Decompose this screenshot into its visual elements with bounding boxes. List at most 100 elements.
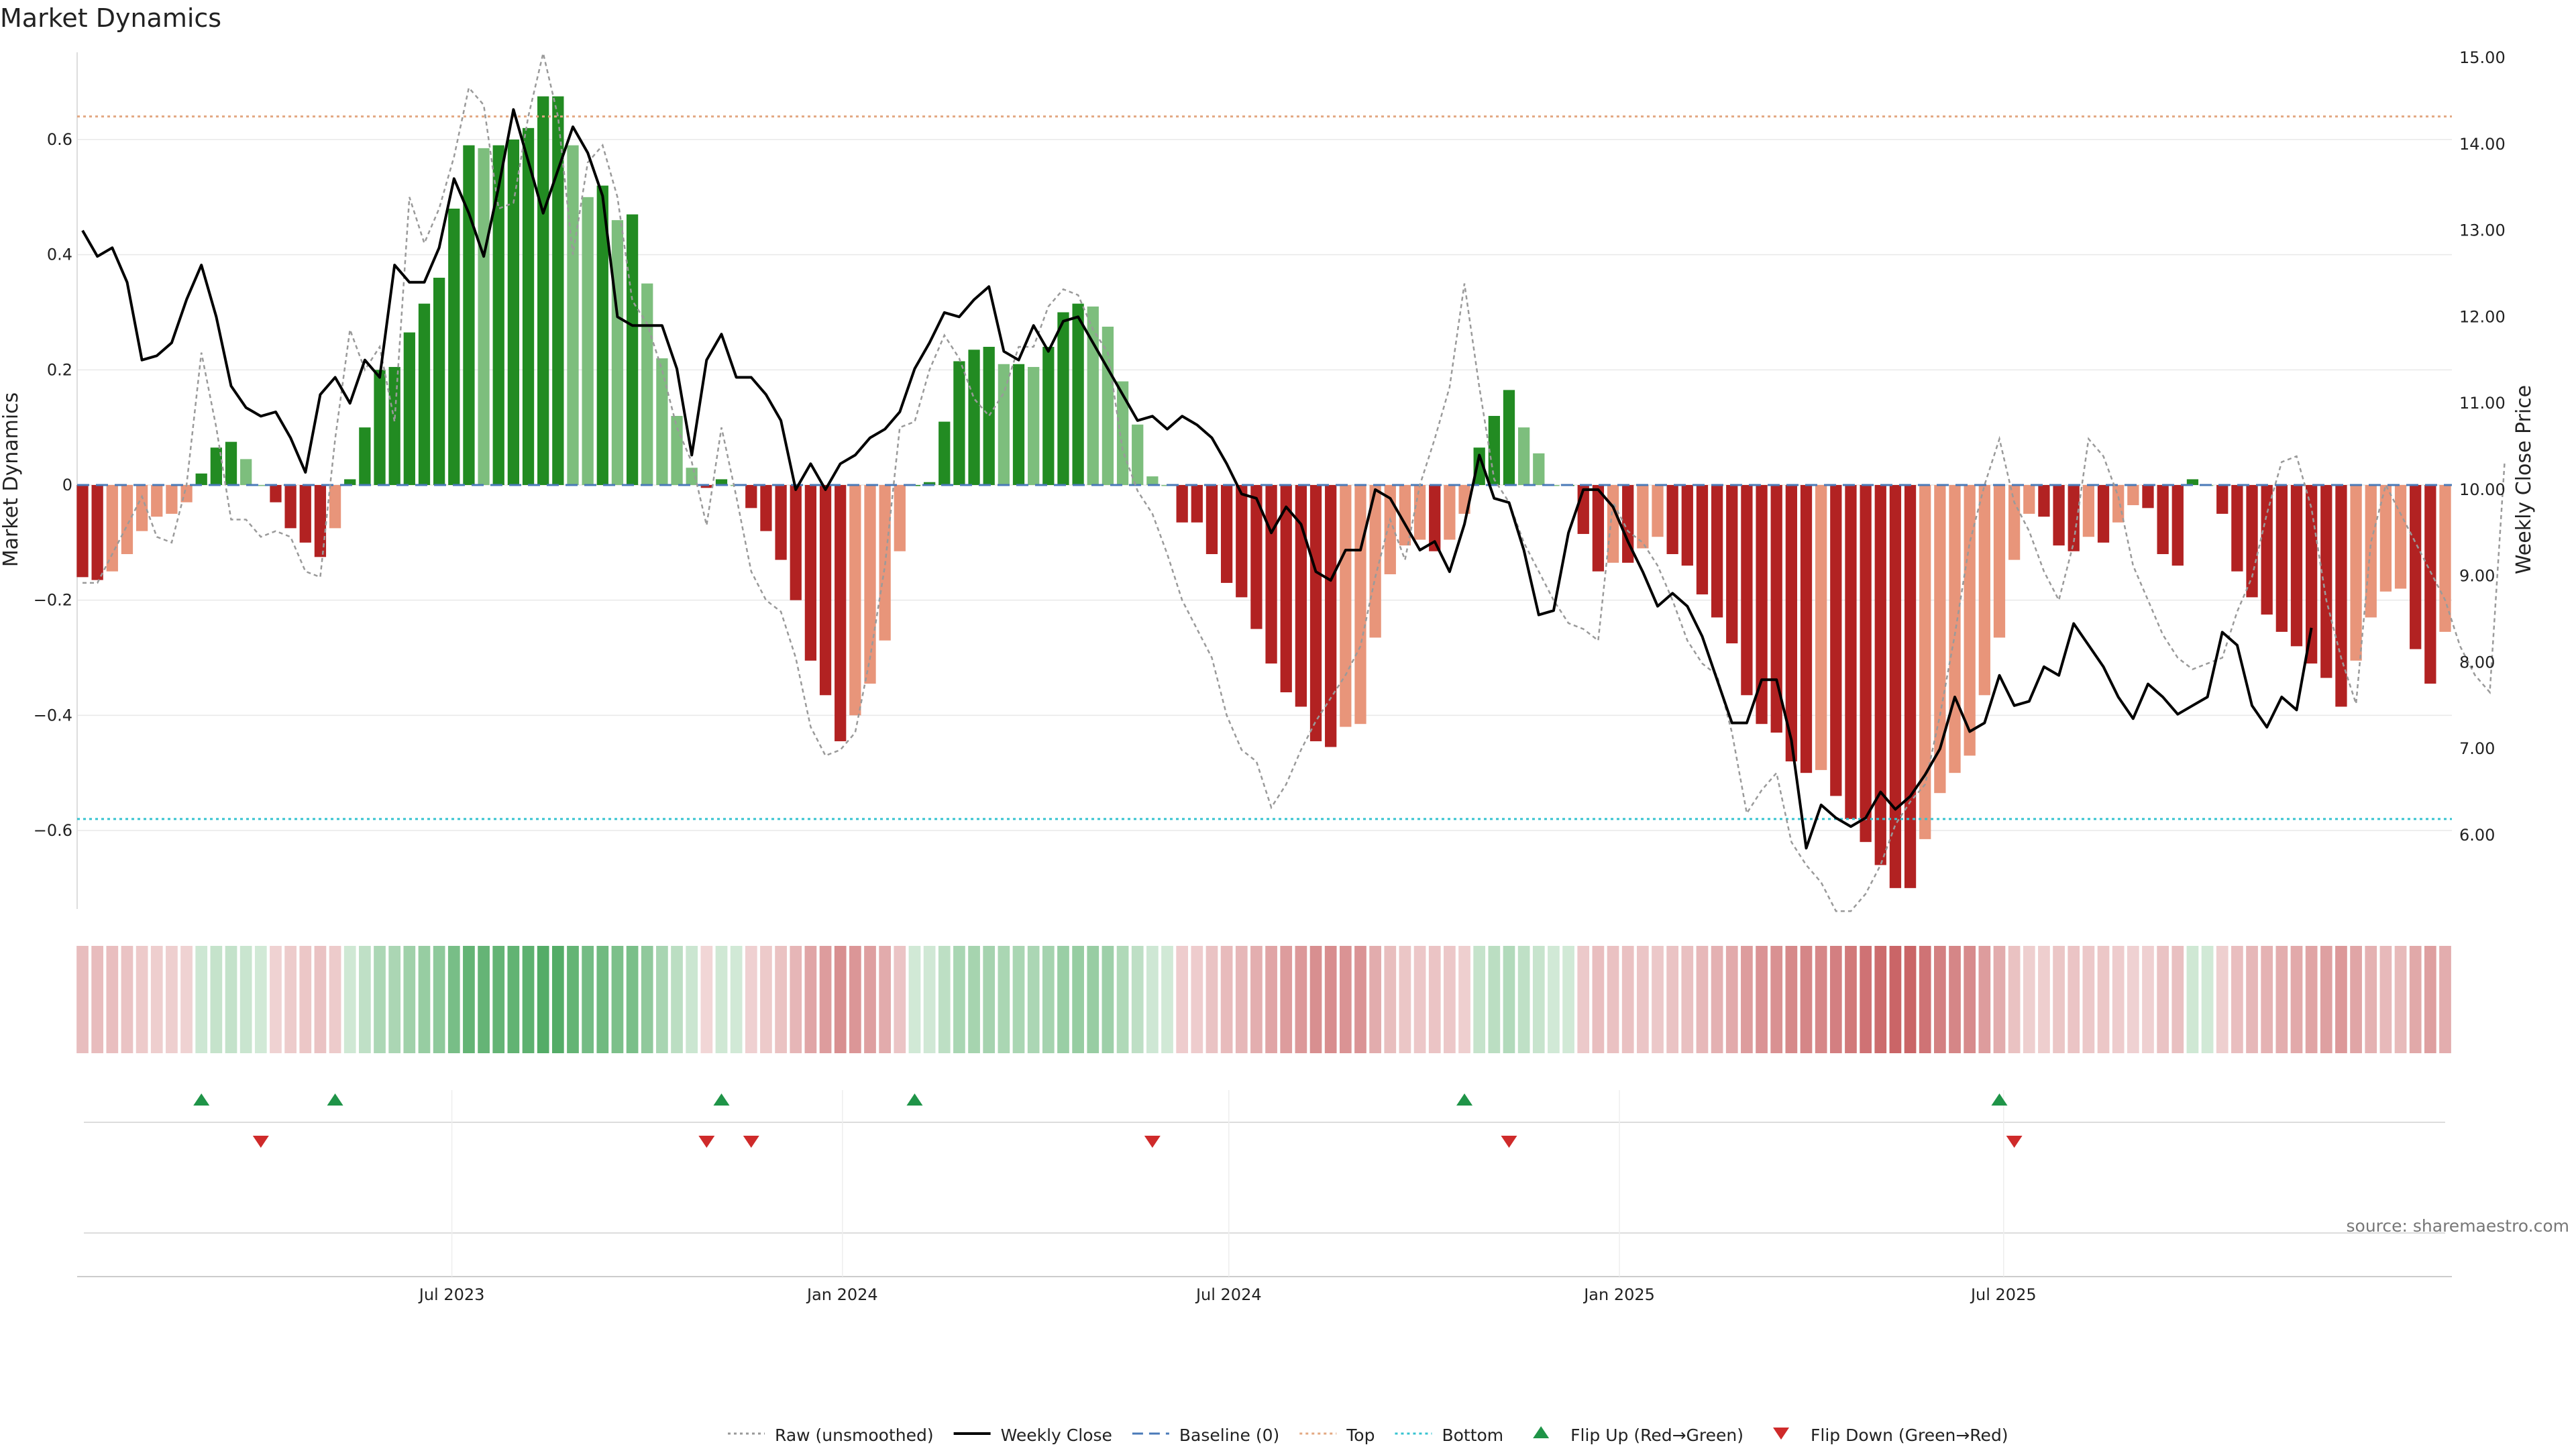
bar xyxy=(388,367,400,485)
legend-label: Flip Up (Red→Green) xyxy=(1570,1426,1743,1445)
heat-cell xyxy=(225,946,237,1053)
heat-cell xyxy=(938,946,951,1053)
bar xyxy=(1711,485,1723,618)
heat-cell xyxy=(1205,946,1218,1053)
bar xyxy=(507,140,520,485)
bar xyxy=(641,283,653,485)
bar xyxy=(2053,485,2065,546)
y2-tick-label: 6.00 xyxy=(2459,826,2495,845)
bar xyxy=(492,145,504,486)
heat-cell xyxy=(1116,946,1129,1053)
heat-cell xyxy=(121,946,133,1053)
bar xyxy=(835,485,847,741)
heat-cell xyxy=(2038,946,2050,1053)
flip-markers-panel xyxy=(77,1090,2452,1277)
flip-up-marker xyxy=(1456,1093,1473,1106)
heat-cell xyxy=(1964,946,1976,1053)
heat-cell xyxy=(136,946,148,1053)
heat-cell xyxy=(923,946,936,1053)
heat-cell xyxy=(359,946,371,1053)
heat-cell xyxy=(2305,946,2318,1053)
flip-up-marker xyxy=(713,1093,730,1106)
heat-cell xyxy=(76,946,89,1053)
heat-cell xyxy=(478,946,490,1053)
bar xyxy=(2275,485,2288,632)
reference-lines xyxy=(77,115,2452,820)
heat-cell xyxy=(2290,946,2303,1053)
bar xyxy=(1132,424,1144,485)
heat-cell xyxy=(1562,946,1574,1053)
bar xyxy=(656,358,668,485)
heat-cell xyxy=(299,946,312,1053)
heat-cell xyxy=(790,946,802,1053)
bar xyxy=(1191,485,1203,523)
bar xyxy=(1607,485,1619,563)
bar xyxy=(151,485,163,517)
weekly-close-line xyxy=(81,108,2313,850)
bar xyxy=(2112,485,2125,523)
y2-tick-label: 10.00 xyxy=(2459,480,2506,499)
bar xyxy=(2068,485,2080,551)
heat-cell xyxy=(2068,946,2080,1053)
heat-cell xyxy=(1829,946,1842,1053)
heat-cell xyxy=(1860,946,1872,1053)
heat-cell xyxy=(433,946,445,1053)
heat-cell xyxy=(1413,946,1426,1053)
bar xyxy=(2082,485,2095,537)
bar xyxy=(1057,312,1069,485)
bar xyxy=(1666,485,1678,554)
legend-label: Baseline (0) xyxy=(1179,1426,1279,1445)
heat-cell xyxy=(1725,946,1738,1053)
heat-cell xyxy=(1161,946,1173,1053)
heat-cell xyxy=(1399,946,1411,1053)
bar xyxy=(418,303,431,485)
bar xyxy=(1205,485,1218,554)
heat-cell xyxy=(1473,946,1486,1053)
heat-cell xyxy=(91,946,104,1053)
heat-cell xyxy=(596,946,609,1053)
heat-cell xyxy=(1993,946,2006,1053)
heat-cell xyxy=(626,946,639,1053)
heat-cell xyxy=(447,946,460,1053)
heat-cell xyxy=(2335,946,2347,1053)
bar xyxy=(1369,485,1381,638)
heat-cell xyxy=(879,946,892,1053)
heat-cell xyxy=(1756,946,1768,1053)
heat-cell xyxy=(686,946,698,1053)
heat-cell xyxy=(1012,946,1025,1053)
heat-cell xyxy=(715,946,728,1053)
bar xyxy=(1964,485,1976,756)
bar xyxy=(923,482,936,485)
bar xyxy=(2394,485,2407,589)
heat-cell xyxy=(1265,946,1277,1053)
bar xyxy=(270,485,282,502)
bar xyxy=(359,427,371,485)
heat-cell xyxy=(1696,946,1709,1053)
heat-cell xyxy=(1874,946,1887,1053)
heat-cell xyxy=(1815,946,1827,1053)
bar xyxy=(314,485,327,557)
legend-label: Flip Down (Green→Red) xyxy=(1811,1426,2008,1445)
bar xyxy=(1012,364,1025,485)
bar xyxy=(998,364,1010,485)
bar xyxy=(775,485,787,560)
heat-cell xyxy=(1309,946,1322,1053)
heat-cell xyxy=(1904,946,1917,1053)
bar xyxy=(953,361,965,485)
y2-tick-label: 11.00 xyxy=(2459,394,2506,413)
bar xyxy=(1176,485,1188,523)
heat-cell xyxy=(1488,946,1501,1053)
bar xyxy=(1146,476,1159,485)
heat-cell xyxy=(1741,946,1753,1053)
bar xyxy=(1042,347,1055,485)
bar xyxy=(1503,390,1515,485)
bar xyxy=(329,485,341,529)
bar xyxy=(1028,367,1040,485)
x-tick-label: Jan 2025 xyxy=(1582,1285,1655,1304)
heat-cell xyxy=(1428,946,1441,1053)
bar xyxy=(2186,479,2199,485)
heat-cell xyxy=(2112,946,2125,1053)
bar xyxy=(1236,485,1248,598)
bar xyxy=(715,479,728,485)
bar xyxy=(611,220,624,485)
